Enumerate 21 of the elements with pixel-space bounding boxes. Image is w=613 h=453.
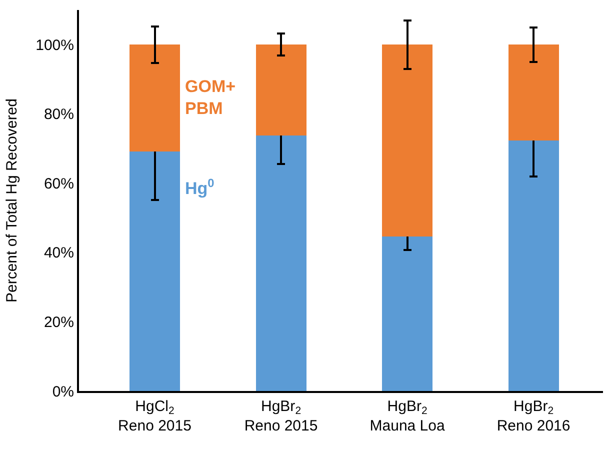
bar xyxy=(130,44,180,152)
bar xyxy=(382,44,433,237)
x-tick-label: HgBr$_{2}$ Reno 2016 xyxy=(496,398,570,434)
y-tick-label: 60% xyxy=(44,175,74,192)
bar xyxy=(508,140,559,391)
bar xyxy=(256,44,306,136)
y-axis-title: Percent of Total Hg Recovered xyxy=(3,98,20,303)
bar xyxy=(256,135,306,391)
series-label: GOM+ PBM xyxy=(185,77,236,118)
x-tick-label: HgBr$_{2}$ Reno 2015 xyxy=(244,398,318,434)
y-tick-label: 100% xyxy=(36,36,74,54)
y-tick-label: 0% xyxy=(52,383,74,400)
bar xyxy=(508,44,559,141)
x-tick-label: HgCl$_{2}$ Reno 2015 xyxy=(118,398,192,434)
y-tick-label: 80% xyxy=(44,106,74,124)
y-tick-label: 20% xyxy=(44,314,74,331)
y-tick-label: 40% xyxy=(44,244,74,262)
bar xyxy=(130,151,180,391)
bar xyxy=(382,236,433,391)
series-label: Hg$^{0}$ xyxy=(185,176,215,198)
x-tick-label: HgBr$_{2}$ Mauna Loa xyxy=(370,398,446,434)
